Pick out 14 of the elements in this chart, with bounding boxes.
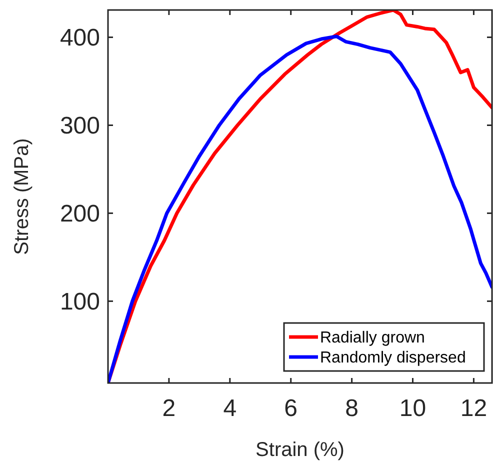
legend-label: Randomly dispersed: [320, 350, 466, 367]
y-axis-title: Stress (MPa): [11, 138, 33, 255]
x-tick-label: 6: [284, 395, 298, 422]
x-axis-title: Strain (%): [256, 439, 344, 461]
y-tick-label: 200: [60, 200, 100, 228]
x-tick-label: 2: [162, 395, 176, 422]
y-tick-label: 300: [60, 112, 100, 140]
y-tick-label: 400: [60, 24, 100, 52]
y-tick-label: 100: [60, 288, 100, 316]
x-tick-label: 8: [345, 395, 358, 422]
x-tick-label: 4: [223, 395, 237, 422]
x-tick-label: 10: [399, 395, 426, 422]
legend-label: Radially grown: [320, 330, 425, 347]
x-tick-label: 12: [460, 395, 488, 422]
